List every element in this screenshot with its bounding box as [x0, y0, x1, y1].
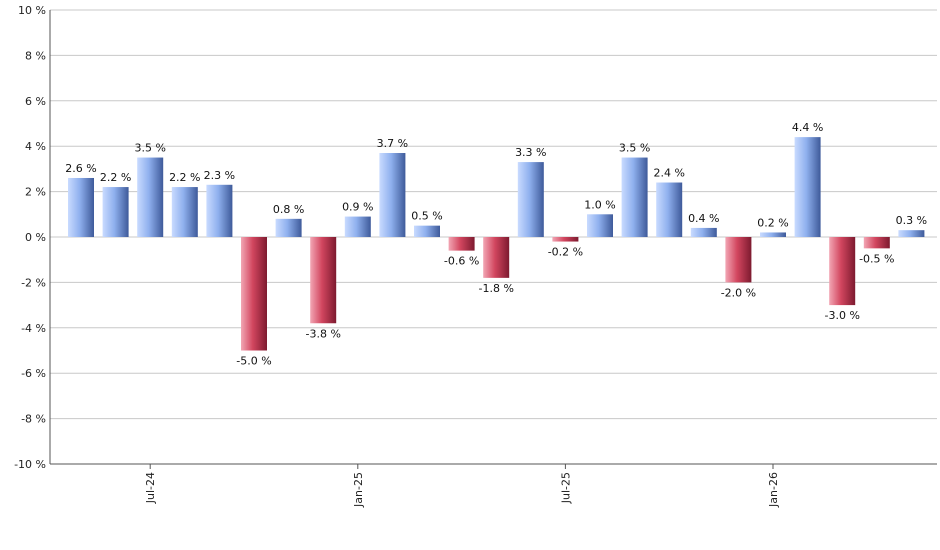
data-label: -2.0 %: [721, 286, 756, 299]
bar-negative: [725, 237, 752, 283]
data-label: 1.0 %: [584, 198, 615, 211]
bar-positive: [414, 225, 440, 237]
bar-negative: [241, 237, 267, 351]
bar-positive: [102, 187, 129, 237]
bar-positive: [898, 230, 925, 237]
bar-positive: [171, 187, 198, 237]
data-label: 2.3 %: [204, 169, 235, 182]
bar-negative: [863, 237, 890, 249]
data-label: 3.5 %: [619, 142, 650, 155]
bar-positive: [794, 137, 821, 237]
y-tick-label: -4 %: [21, 322, 46, 335]
bar-positive: [379, 153, 406, 237]
bar-negative: [310, 237, 337, 324]
data-label: 0.3 %: [896, 214, 927, 227]
y-tick-label: 4 %: [25, 140, 46, 153]
data-label: 2.2 %: [100, 171, 131, 184]
bar-positive: [206, 184, 233, 237]
x-axis-tick-labels: Jul-24 Jan-25 Jul-25 Jan-26: [144, 472, 780, 508]
x-tick-label: Jul-24: [144, 472, 157, 504]
bar-positive: [690, 227, 717, 237]
data-label: 2.6 %: [65, 162, 96, 175]
x-tick-label: Jan-26: [767, 472, 780, 508]
y-tick-label: -8 %: [21, 413, 46, 426]
y-tick-label: -2 %: [21, 276, 46, 289]
bar-negative: [483, 237, 510, 278]
data-label: -0.5 %: [859, 252, 894, 265]
x-tick-label: Jan-25: [352, 472, 365, 508]
data-label: 0.8 %: [273, 203, 304, 216]
bar-positive: [517, 162, 544, 237]
y-tick-label: 0 %: [25, 231, 46, 244]
bar-positive: [621, 157, 648, 237]
data-label: 0.5 %: [411, 210, 442, 223]
y-tick-label: 8 %: [25, 49, 46, 62]
data-label: -0.2 %: [548, 246, 583, 259]
y-axis-tick-labels: -10 % -8 % -6 % -4 % -2 % 0 % 2 % 4 % 6 % 8 % 10 %: [14, 4, 46, 471]
bar-positive: [68, 177, 94, 237]
bars: [68, 137, 925, 351]
bar-negative: [552, 237, 579, 242]
bar-negative: [448, 237, 475, 251]
y-tick-label: 10 %: [18, 4, 46, 17]
data-labels: 2.6 % 2.2 % 3.5 % 2.2 % 2.3 % -5.0 % 0.8 % -3.8…: [65, 121, 927, 367]
y-tick-label: -6 %: [21, 367, 46, 380]
data-label: 2.2 %: [169, 171, 200, 184]
data-label: -1.8 %: [478, 282, 513, 295]
data-label: 3.5 %: [134, 142, 165, 155]
data-label: 4.4 %: [792, 121, 823, 134]
data-label: -0.6 %: [444, 255, 479, 268]
x-tick-label: Jul-25: [559, 472, 572, 504]
bar-negative: [829, 237, 856, 306]
axes: [49, 10, 937, 469]
bar-positive: [656, 182, 683, 237]
data-label: -5.0 %: [236, 355, 271, 368]
y-tick-label: 2 %: [25, 186, 46, 199]
data-label: 0.9 %: [342, 201, 373, 214]
data-label: 0.4 %: [688, 212, 719, 225]
data-label: -3.8 %: [305, 327, 340, 340]
data-label: 3.3 %: [515, 146, 546, 159]
data-label: -3.0 %: [824, 309, 859, 322]
bar-positive: [275, 218, 302, 237]
y-tick-label: -10 %: [14, 458, 46, 471]
bar-positive: [760, 232, 786, 237]
bar-positive: [344, 216, 371, 237]
data-label: 0.2 %: [757, 216, 788, 229]
bar-positive: [137, 157, 164, 237]
bar-positive: [587, 214, 613, 237]
y-tick-label: 6 %: [25, 95, 46, 108]
data-label: 2.4 %: [653, 167, 684, 180]
data-label: 3.7 %: [377, 137, 408, 150]
